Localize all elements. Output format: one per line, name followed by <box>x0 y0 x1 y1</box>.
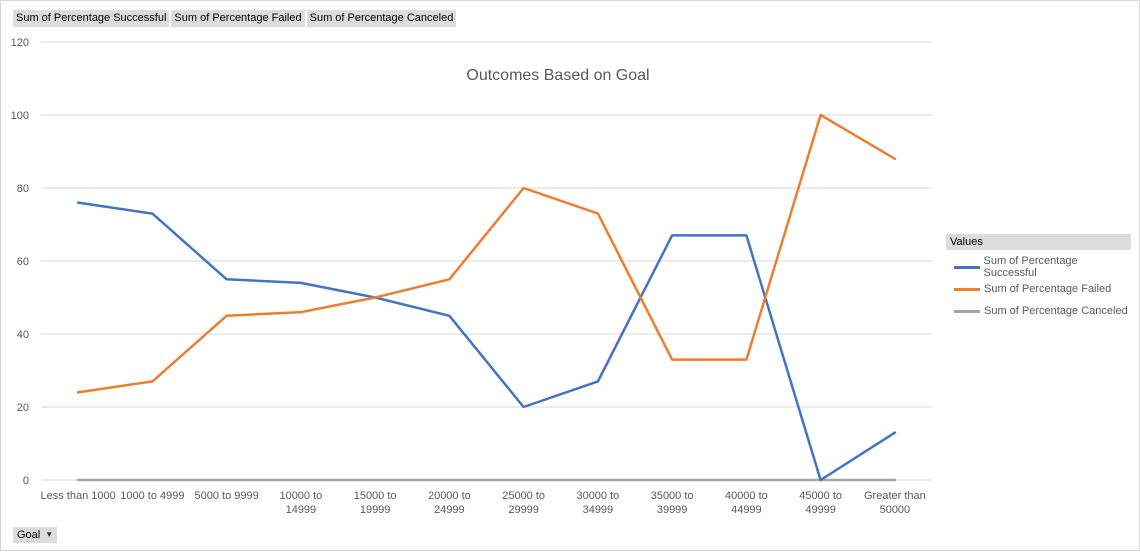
legend-label: Sum of Percentage Failed <box>984 283 1112 295</box>
goal-field-button[interactable]: Goal ▼ <box>13 527 58 543</box>
dropdown-arrow-icon[interactable]: ▼ <box>45 530 54 539</box>
legend-swatch <box>954 287 980 291</box>
x-tick-label: 40000 to 44999 <box>725 490 768 516</box>
field-button-failed[interactable]: Sum of Percentage Failed <box>171 10 305 27</box>
y-tick-label: 60 <box>17 256 29 268</box>
x-tick-label: 1000 to 4999 <box>120 490 184 502</box>
legend-label: Sum of Percentage Canceled <box>984 305 1128 317</box>
legend-title[interactable]: Values <box>946 234 1131 250</box>
x-tick-label: 15000 to 19999 <box>354 490 397 516</box>
x-tick-label: 35000 to 39999 <box>651 490 694 516</box>
field-button-canceled[interactable]: Sum of Percentage Canceled <box>306 10 457 27</box>
x-tick-label: 45000 to 49999 <box>799 490 842 516</box>
x-tick-label: 20000 to 24999 <box>428 490 471 516</box>
series-line <box>76 201 897 482</box>
x-tick-label: 25000 to 29999 <box>502 490 545 516</box>
goal-field-label: Goal <box>17 529 41 541</box>
legend-swatch <box>954 265 980 269</box>
y-tick-label: 80 <box>17 183 29 195</box>
series-line <box>76 113 897 394</box>
x-tick-label: 10000 to 14999 <box>279 490 322 516</box>
legend-item: Sum of Percentage Successful <box>946 255 1131 279</box>
y-tick-label: 0 <box>23 475 29 487</box>
chart-title: Outcomes Based on Goal <box>466 67 649 84</box>
legend: Values Sum of Percentage Successful Sum o… <box>946 234 1131 322</box>
y-tick-label: 40 <box>17 329 29 341</box>
field-button-successful[interactable]: Sum of Percentage Successful <box>13 10 170 27</box>
x-tick-label: 30000 to 34999 <box>576 490 619 516</box>
y-tick-label: 20 <box>17 402 29 414</box>
legend-item: Sum of Percentage Canceled <box>946 300 1131 322</box>
y-tick-label: 120 <box>11 37 29 49</box>
legend-label: Sum of Percentage Successful <box>983 255 1078 279</box>
x-tick-label: Greater than 50000 <box>864 490 926 516</box>
x-tick-label: Less than 1000 <box>41 490 116 502</box>
legend-items: Sum of Percentage Successful Sum of Perce… <box>946 250 1131 322</box>
value-field-buttons: Sum of Percentage Successful Sum of Perc… <box>13 10 457 27</box>
legend-swatch <box>954 309 980 313</box>
y-tick-label: 100 <box>11 110 29 122</box>
legend-item: Sum of Percentage Failed <box>946 278 1131 300</box>
x-tick-label: 5000 to 9999 <box>195 490 259 502</box>
